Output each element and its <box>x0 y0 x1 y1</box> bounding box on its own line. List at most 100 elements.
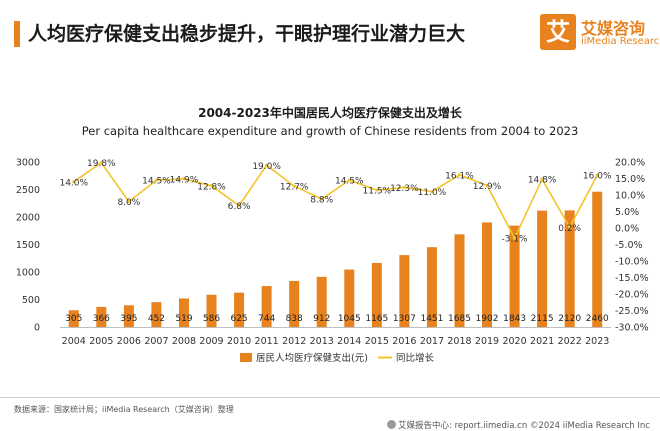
bar-value-label: 1843 <box>503 314 526 324</box>
bar-value-label: 519 <box>175 314 192 324</box>
growth-line <box>73 161 598 241</box>
source-note: 数据来源：国家统计局；iiMedia Research（艾媒咨询）整理 <box>14 405 234 414</box>
bar <box>178 298 189 327</box>
y-right-tick-label: -30.0% <box>615 323 649 334</box>
growth-value-label: -3.1% <box>502 235 529 245</box>
growth-point <box>292 184 296 188</box>
growth-value-label: 8.8% <box>310 195 333 205</box>
y-left-tick-label: 1000 <box>16 268 40 279</box>
bar <box>68 310 79 327</box>
x-tick-label: 2021 <box>530 336 554 347</box>
y-left-tick-label: 3000 <box>16 158 40 169</box>
bar <box>509 225 520 327</box>
bar-value-label: 1451 <box>420 314 443 324</box>
x-tick-label: 2006 <box>117 336 141 347</box>
growth-point <box>568 225 572 229</box>
growth-value-label: 14.8% <box>528 176 557 186</box>
y-right-tick-label: 15.0% <box>615 174 645 185</box>
footer-divider <box>0 397 660 398</box>
growth-point <box>402 185 406 190</box>
bar <box>371 262 382 327</box>
bar <box>454 234 465 327</box>
legend-bar-label: 居民人均医疗保健支出(元) <box>256 352 368 364</box>
growth-value-label: 12.7% <box>280 183 309 193</box>
footer-credit-text: 艾媒报告中心: report.iimedia.cn ©2024 iiMedia … <box>398 421 650 431</box>
bar-value-label: 912 <box>313 314 330 324</box>
bar-value-label: 744 <box>258 314 275 324</box>
bar-value-label: 2115 <box>531 314 554 324</box>
bar <box>206 294 217 327</box>
growth-point <box>347 178 351 182</box>
growth-point <box>237 203 241 208</box>
legend-line-label: 同比增长 <box>396 352 435 364</box>
chart: 0 500 1000 1500 2000 2500 3000 -30.0% -25.0% -20.… <box>16 158 649 365</box>
y-right-tick-label: -25.0% <box>615 306 649 317</box>
bar <box>123 305 134 327</box>
growth-value-label: 16.1% <box>445 171 474 181</box>
growth-point <box>430 190 434 194</box>
x-tick-label: 2004 <box>62 336 86 347</box>
growth-point <box>99 161 103 165</box>
growth-point <box>72 180 76 184</box>
bar <box>482 222 493 327</box>
bar <box>151 302 162 327</box>
logo-mark: 艾 <box>540 14 576 50</box>
y-right-tick-label: 10.0% <box>615 191 645 202</box>
growth-value-label: 14.0% <box>59 178 88 188</box>
page-title: 人均医疗保健支出稳步提升，干眼护理行业潜力巨大 <box>28 23 466 45</box>
growth-point <box>182 177 186 181</box>
bar-value-label: 1685 <box>448 314 471 324</box>
legend-bar-swatch <box>240 353 252 362</box>
x-tick-label: 2012 <box>282 336 306 347</box>
bar-value-label: 586 <box>203 314 220 324</box>
bar-value-label: 305 <box>65 314 82 324</box>
x-tick-label: 2017 <box>420 336 444 347</box>
growth-value-label: 14.5% <box>142 177 171 187</box>
footer-credit: 艾媒报告中心: report.iimedia.cn ©2024 iiMedia … <box>387 419 650 431</box>
growth-value-label: 12.9% <box>473 182 502 192</box>
bar <box>96 306 107 327</box>
x-tick-label: 2018 <box>447 336 471 347</box>
x-tick-label: 2014 <box>337 336 361 347</box>
growth-value-label: 0.2% <box>558 224 581 234</box>
y-right-tick-label: 0.0% <box>615 224 639 235</box>
bar-value-label: 1307 <box>393 314 416 324</box>
bar <box>537 210 548 327</box>
growth-point <box>540 177 544 181</box>
growth-point <box>154 178 159 182</box>
growth-value-label: 19.8% <box>87 159 116 169</box>
y-right-tick-label: -15.0% <box>615 273 649 284</box>
y-left-tick-label: 2000 <box>16 213 40 224</box>
bar-value-label: 2120 <box>558 314 581 324</box>
growth-value-label: 19.0% <box>252 162 281 172</box>
growth-value-label: 12.3% <box>390 184 419 194</box>
x-tick-label: 2022 <box>558 336 582 347</box>
bar <box>564 210 575 327</box>
bar-value-label: 1165 <box>365 314 388 324</box>
x-tick-label: 2015 <box>365 336 389 347</box>
growth-value-label: 11.0% <box>418 188 447 198</box>
growth-value-label: 11.5% <box>363 187 392 197</box>
growth-point <box>209 184 214 188</box>
bar-value-label: 452 <box>148 314 165 324</box>
y-right-tick-label: -20.0% <box>615 290 649 301</box>
y-right-tick-label: 5.0% <box>615 207 639 218</box>
x-tick-label: 2023 <box>585 336 609 347</box>
iimedia-logo: 艾 艾媒咨询 iiMedia Research <box>540 12 660 54</box>
bar <box>592 191 603 327</box>
y-left-tick-label: 0 <box>34 323 40 334</box>
growth-value-label: 14.5% <box>335 177 364 187</box>
bar-value-label: 366 <box>93 314 110 324</box>
chart-title: 2004-2023年中国居民人均医疗保健支出及增长 <box>198 106 462 120</box>
x-tick-label: 2019 <box>475 336 499 347</box>
bar <box>316 276 327 327</box>
growth-value-label: 8.0% <box>117 198 140 208</box>
x-tick-label: 2013 <box>310 336 334 347</box>
growth-point <box>595 173 599 177</box>
chart-subtitle: Per capita healthcare expenditure and gr… <box>81 124 579 138</box>
y-right-tick-label: -5.0% <box>615 240 643 251</box>
y-left-tick-label: 2500 <box>16 185 40 196</box>
bar-value-label: 1902 <box>476 314 499 324</box>
bar-value-label: 838 <box>286 314 303 324</box>
growth-value-label: 16.0% <box>583 172 612 182</box>
